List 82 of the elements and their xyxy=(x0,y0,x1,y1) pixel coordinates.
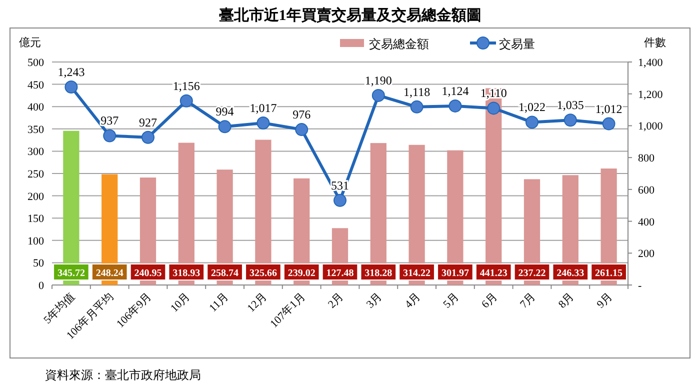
data-label: 1,012 xyxy=(595,102,622,116)
point xyxy=(526,116,538,129)
data-label: 301.97 xyxy=(441,268,469,279)
point xyxy=(602,117,616,130)
data-label: 240.95 xyxy=(134,268,162,279)
y-tick-label: 200 xyxy=(28,190,44,203)
data-label: 994 xyxy=(216,104,234,119)
y2-tick-label: 1,200 xyxy=(638,88,664,101)
point xyxy=(218,120,232,134)
y-tick-label: 150 xyxy=(28,213,44,226)
point xyxy=(256,116,270,130)
data-label: 237.22 xyxy=(518,268,546,279)
y-tick-label: 0 xyxy=(38,280,44,292)
y-axis-title: 億元 xyxy=(19,36,41,49)
chart-title: 臺北市近1年買賣交易量及交易總金額圖 xyxy=(218,6,482,24)
point xyxy=(487,102,500,115)
x-tick-label: 11月 xyxy=(207,290,231,314)
data-label: 318.93 xyxy=(172,268,200,279)
x-tick-label: 106年9月 xyxy=(114,290,154,330)
y-tick-label: 450 xyxy=(28,79,44,92)
point xyxy=(64,80,78,94)
data-label: 345.72 xyxy=(57,268,85,279)
x-tick-label: 5月 xyxy=(441,290,462,311)
x-tick-label: 7月 xyxy=(518,290,538,311)
y2-tick-label: 1,000 xyxy=(638,120,664,133)
y-tick-label: 50 xyxy=(33,258,44,270)
point xyxy=(295,123,308,136)
data-label: 1,118 xyxy=(404,84,430,99)
data-label: 325.66 xyxy=(249,268,277,279)
y2-tick-label: 800 xyxy=(638,152,655,165)
data-label: 1,156 xyxy=(172,78,200,93)
x-tick-label: 3月 xyxy=(364,290,385,311)
data-label: 927 xyxy=(139,115,157,130)
data-label: 1,035 xyxy=(556,98,584,112)
data-label: 937 xyxy=(100,114,119,128)
y-tick-label: 100 xyxy=(28,235,44,248)
y2-tick-label: - xyxy=(638,280,642,292)
point xyxy=(410,100,424,114)
y-tick-label: 400 xyxy=(28,102,44,114)
data-label: 248.24 xyxy=(96,268,124,279)
y-tick-label: 500 xyxy=(28,57,44,69)
point xyxy=(103,129,116,142)
data-label: 1,022 xyxy=(518,100,546,114)
point xyxy=(142,130,154,144)
x-tick-label: 4月 xyxy=(402,290,423,311)
x-tick-label: 10月 xyxy=(168,290,193,315)
y2-tick-label: 400 xyxy=(638,216,655,228)
x-tick-label: 9月 xyxy=(594,290,615,311)
data-label: 261.15 xyxy=(595,268,623,279)
x-tick-label: 107年1月 xyxy=(268,290,308,330)
data-label: 1,190 xyxy=(364,73,392,88)
point xyxy=(372,88,385,102)
y-tick-label: 250 xyxy=(28,168,44,180)
y2-tick-label: 600 xyxy=(638,184,655,196)
y2-tick-label: 200 xyxy=(638,248,655,260)
point xyxy=(564,114,577,127)
data-label: 1,110 xyxy=(480,86,507,100)
y2-tick-label: 1,400 xyxy=(638,57,664,69)
x-tick-label: 12月 xyxy=(245,290,270,315)
data-label: 258.74 xyxy=(211,268,239,279)
y2-axis-title: 件數 xyxy=(644,37,666,49)
data-label: 314.22 xyxy=(403,268,431,279)
y-tick-label: 350 xyxy=(28,124,44,136)
legend-label: 交易量 xyxy=(499,37,535,51)
data-label: 441.23 xyxy=(480,268,508,279)
x-tick-label: 8月 xyxy=(556,290,577,311)
data-label: 1,124 xyxy=(442,84,469,98)
y-tick-label: 300 xyxy=(28,146,44,158)
data-label: 976 xyxy=(292,108,311,122)
data-label: 1,243 xyxy=(58,65,85,80)
data-label: 1,017 xyxy=(250,101,277,116)
data-label: 239.02 xyxy=(288,268,316,279)
x-tick-label: 6月 xyxy=(480,290,500,311)
point xyxy=(448,99,462,112)
point xyxy=(180,94,193,108)
point xyxy=(334,194,346,207)
data-label: 127.48 xyxy=(326,268,354,279)
source-note: 資料來源：臺北市政府地政局 xyxy=(45,368,201,382)
data-label: 318.28 xyxy=(364,268,392,279)
x-tick-label: 2月 xyxy=(326,290,346,311)
data-label: 246.33 xyxy=(556,268,584,279)
legend-label: 交易總金額 xyxy=(369,37,429,51)
